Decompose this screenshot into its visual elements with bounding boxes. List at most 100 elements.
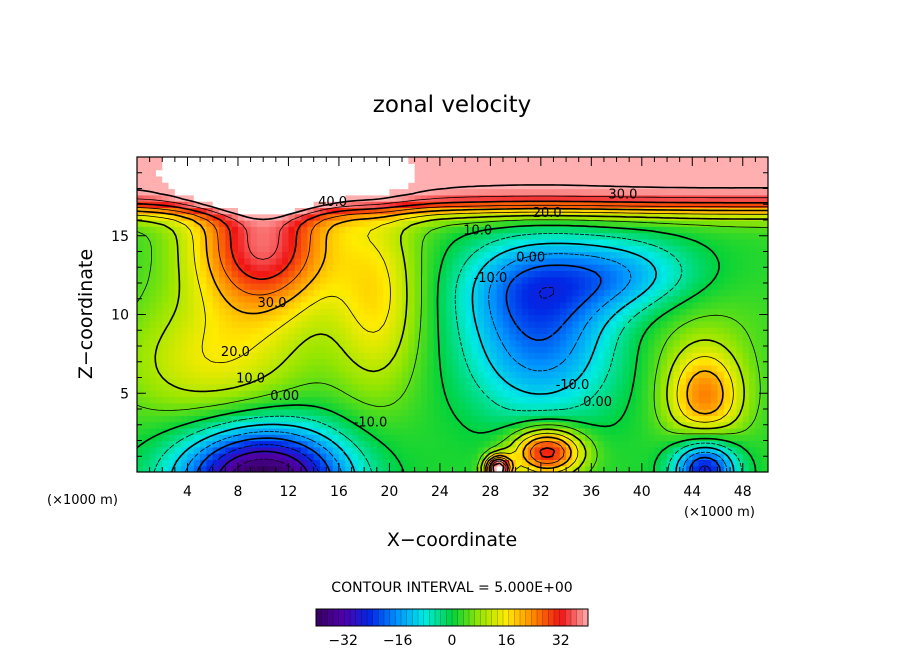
field-cell (597, 213, 605, 221)
field-cell (307, 201, 315, 208)
field-cell (357, 251, 365, 259)
field-cell (490, 257, 498, 265)
field-cell (692, 402, 700, 410)
field-cell (389, 283, 397, 290)
field-cell (383, 346, 390, 353)
field-cell (326, 371, 334, 379)
field-cell (181, 270, 189, 278)
field-cell (237, 157, 245, 164)
field-cell (345, 465, 353, 472)
field-cell (162, 188, 170, 196)
field-cell (521, 415, 529, 423)
field-cell (679, 194, 687, 202)
field-cell (761, 257, 768, 265)
field-cell (206, 226, 214, 234)
field-cell (439, 201, 447, 208)
field-cell (263, 396, 271, 404)
field-cell (692, 245, 700, 253)
field-cell (692, 220, 700, 227)
field-cell (585, 377, 592, 385)
field-cell (711, 188, 719, 196)
field-cell (193, 257, 201, 265)
field-cell (143, 157, 151, 164)
field-cell (244, 409, 252, 416)
field-cell (446, 264, 454, 271)
field-cell (736, 390, 744, 397)
field-cell (471, 226, 479, 234)
field-cell (376, 169, 384, 177)
field-cell (282, 194, 290, 202)
field-cell (250, 301, 258, 309)
field-cell (704, 182, 712, 190)
field-cell (458, 320, 466, 328)
field-cell (509, 207, 517, 215)
field-cell (528, 320, 536, 328)
field-cell (629, 245, 637, 253)
field-cell (572, 459, 580, 467)
field-cell (433, 213, 441, 221)
field-cell (566, 446, 573, 454)
field-cell (641, 207, 649, 215)
field-cell (749, 188, 756, 196)
field-cell (187, 295, 195, 303)
field-cell (256, 201, 264, 208)
field-cell (383, 371, 390, 379)
field-cell (332, 371, 340, 379)
field-cell (307, 314, 315, 322)
field-cell (414, 182, 422, 190)
field-cell (319, 182, 327, 190)
field-cell (755, 163, 763, 171)
field-cell (566, 308, 573, 316)
field-cell (193, 289, 201, 297)
field-cell (547, 320, 555, 328)
field-cell (528, 213, 536, 221)
field-cell (370, 440, 378, 448)
field-cell (357, 396, 365, 404)
field-cell (698, 175, 706, 183)
field-cell (761, 320, 768, 328)
field-cell (547, 251, 555, 259)
field-cell (622, 358, 630, 366)
field-cell (496, 188, 504, 196)
field-cell (212, 276, 220, 284)
field-cell (490, 346, 498, 353)
field-cell (301, 289, 308, 297)
field-cell (534, 446, 542, 454)
field-cell (332, 188, 340, 196)
field-cell (250, 327, 258, 334)
field-cell (137, 283, 144, 290)
field-cell (206, 201, 214, 208)
field-cell (679, 409, 687, 416)
field-cell (269, 163, 277, 171)
field-cell (654, 377, 662, 385)
field-cell (250, 346, 258, 353)
field-cell (591, 238, 599, 246)
field-cell (250, 320, 258, 328)
field-cell (597, 459, 605, 467)
field-cell (338, 383, 346, 391)
field-cell (667, 169, 674, 177)
field-cell (521, 175, 529, 183)
field-cell (244, 264, 252, 271)
field-cell (326, 238, 334, 246)
field-cell (679, 446, 687, 454)
field-cell (351, 188, 359, 196)
field-cell (313, 264, 321, 271)
field-cell (446, 427, 454, 435)
field-cell (490, 352, 498, 360)
field-cell (717, 352, 725, 360)
field-cell (635, 383, 643, 391)
field-cell (250, 390, 258, 397)
field-cell (433, 245, 441, 253)
field-cell (237, 226, 245, 234)
field-cell (540, 295, 548, 303)
field-cell (465, 415, 473, 423)
field-cell (749, 440, 756, 448)
field-cell (603, 245, 611, 253)
field-cell (679, 308, 687, 316)
field-cell (244, 459, 252, 467)
field-cell (231, 283, 239, 290)
field-cell (717, 220, 725, 227)
field-cell (629, 301, 637, 309)
field-cell (629, 409, 637, 416)
